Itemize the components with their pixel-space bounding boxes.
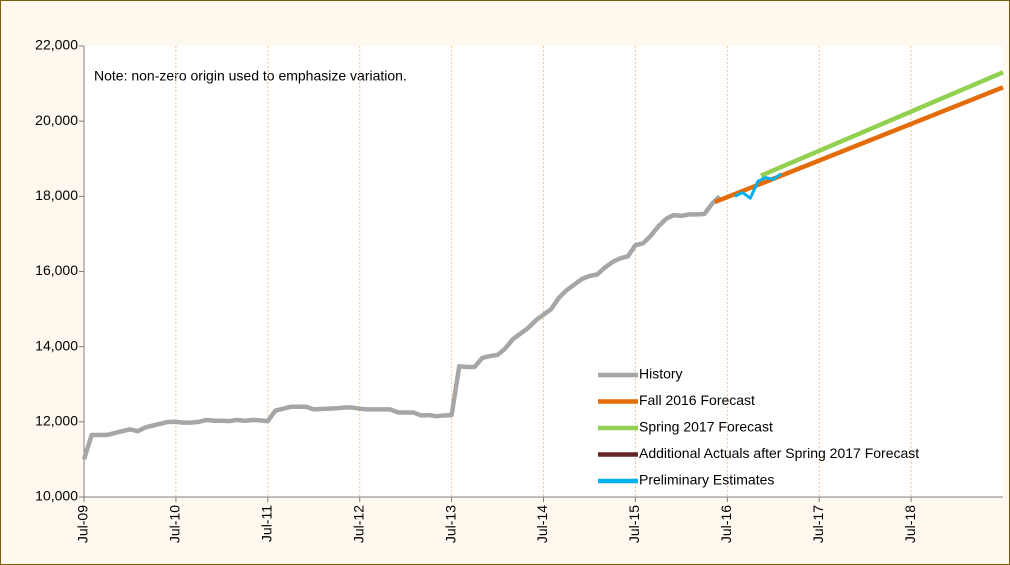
legend-label: Additional Actuals after Spring 2017 For… [639,445,919,461]
x-tick-label: Jul-11 [259,505,275,542]
y-tick-label: 14,000 [35,337,78,353]
series-line [734,172,782,200]
y-tick-label: 22,000 [35,37,78,53]
y-tick-label: 18,000 [35,187,78,203]
legend-label: History [639,366,683,382]
x-tick-label: Jul-10 [167,505,183,543]
series-line [760,70,1004,178]
x-tick-label: Jul-17 [810,505,826,543]
x-tick-label: Jul-12 [350,505,366,543]
x-tick-label: Jul-16 [718,505,734,543]
x-tick-label: Jul-09 [75,505,91,543]
annotation: Note: non-zero origin used to emphasize … [94,68,407,84]
legend-label: Preliminary Estimates [639,472,774,488]
series-line [81,194,722,461]
x-tick-label: Jul-18 [902,505,918,543]
series-line [714,85,1004,205]
x-tick-label: Jul-13 [442,505,458,543]
y-tick-label: 16,000 [35,262,78,278]
y-tick-label: 12,000 [35,413,78,429]
y-tick-label: 20,000 [35,112,78,128]
legend-label: Fall 2016 Forecast [639,392,755,408]
legend-label: Spring 2017 Forecast [639,419,773,435]
y-tick-label: 10,000 [35,488,78,504]
x-tick-label: Jul-14 [534,505,550,543]
x-tick-label: Jul-15 [626,505,642,543]
